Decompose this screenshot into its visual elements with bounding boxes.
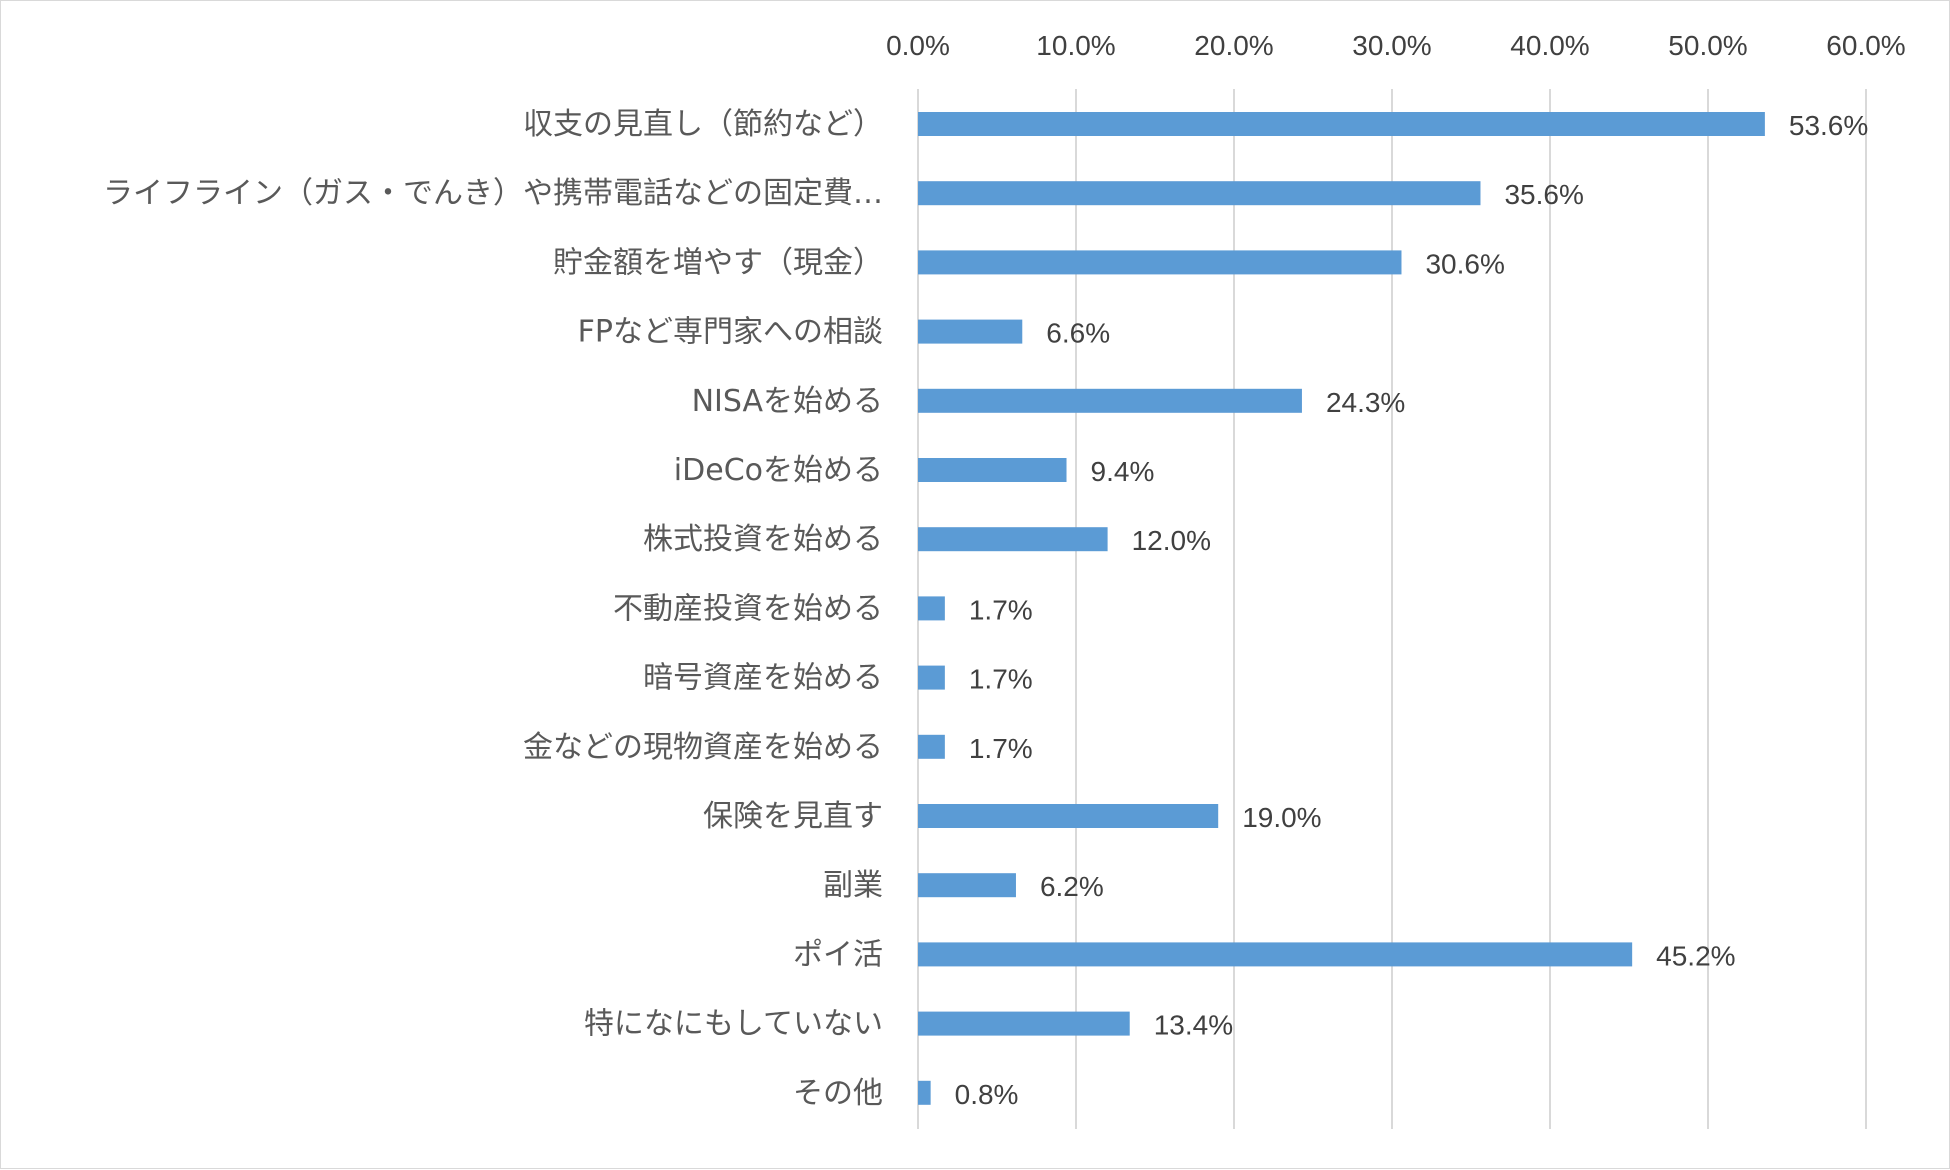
bar <box>918 942 1633 967</box>
bar <box>918 527 1108 552</box>
gridlines <box>917 89 1867 1129</box>
data-label: 53.6% <box>1789 110 1868 141</box>
bar <box>918 804 1219 828</box>
category-label: 収支の見直し（節約など） <box>523 107 883 142</box>
category-label: iDeCoを始める <box>674 453 883 488</box>
data-label: 13.4% <box>1154 1010 1233 1041</box>
x-tick-label: 0.0% <box>886 30 950 61</box>
x-tick-label: 10.0% <box>1036 30 1115 61</box>
data-label: 1.7% <box>969 594 1033 625</box>
data-label: 30.6% <box>1425 248 1504 279</box>
data-label: 6.6% <box>1046 318 1110 349</box>
category-label: FPなど専門家への相談 <box>578 315 883 350</box>
data-label: 12.0% <box>1132 525 1211 556</box>
bar <box>918 1011 1130 1036</box>
category-label: その他 <box>793 1076 883 1111</box>
data-label: 19.0% <box>1242 802 1321 833</box>
bar <box>918 181 1481 206</box>
data-label: 24.3% <box>1326 387 1405 418</box>
x-tick-labels: 0.0% 10.0% 20.0% 30.0% 40.0% 50.0% 60.0% <box>886 30 1906 61</box>
category-label: NISAを始める <box>692 384 883 419</box>
x-tick-label: 30.0% <box>1352 30 1431 61</box>
data-label: 1.7% <box>969 733 1033 764</box>
bars <box>918 112 1765 1105</box>
bar <box>918 1080 931 1105</box>
bar <box>918 250 1402 275</box>
category-label: 特になにもしていない <box>584 1007 883 1042</box>
data-label: 0.8% <box>955 1079 1019 1110</box>
category-label: 不動産投資を始める <box>613 591 883 626</box>
x-tick-label: 50.0% <box>1668 30 1747 61</box>
x-tick-label: 20.0% <box>1194 30 1273 61</box>
category-label: 暗号資産を始める <box>643 661 883 696</box>
bar <box>918 388 1302 413</box>
data-label: 35.6% <box>1504 179 1583 210</box>
data-label: 45.2% <box>1656 940 1735 971</box>
bar <box>918 734 945 759</box>
category-labels: 収支の見直し（節約など） ライフライン（ガス・でんき）や携帯電話などの固定費… 貯金… <box>103 107 883 1111</box>
data-labels: 53.6% 35.6% 30.6% 6.6% 24.3% 9.4% 12.0% 1.7% 1.7… <box>955 110 1869 1110</box>
bar <box>918 458 1067 482</box>
bar <box>918 665 945 690</box>
x-tick-label: 40.0% <box>1510 30 1589 61</box>
category-label: 株式投資を始める <box>643 522 883 557</box>
x-tick-label: 60.0% <box>1826 30 1905 61</box>
bar <box>918 319 1023 344</box>
data-label: 9.4% <box>1091 456 1155 487</box>
category-label: 金などの現物資産を始める <box>523 730 883 765</box>
category-label: ライフライン（ガス・でんき）や携帯電話などの固定費… <box>103 176 883 211</box>
category-label: ポイ活 <box>793 937 883 972</box>
category-label: 副業 <box>823 868 883 903</box>
data-label: 6.2% <box>1040 871 1104 902</box>
data-label: 1.7% <box>969 664 1033 695</box>
category-label: 貯金額を増やす（現金） <box>553 245 883 280</box>
bar <box>918 112 1765 136</box>
category-label: 保険を見直す <box>703 799 883 834</box>
bar <box>918 873 1016 898</box>
bar <box>918 596 945 621</box>
